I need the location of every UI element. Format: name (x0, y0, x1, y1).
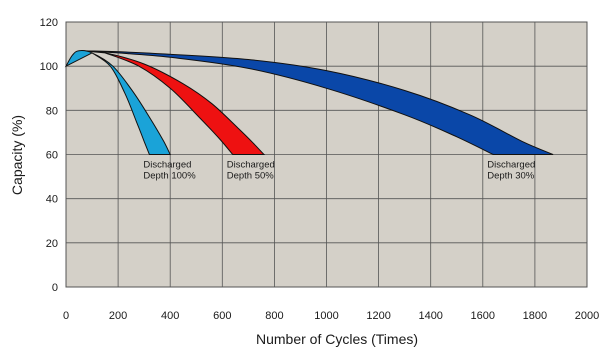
series-annotation-line: Discharged (143, 160, 191, 171)
x-tick-label: 1400 (418, 310, 442, 322)
series-annotation-line: Discharged (227, 160, 275, 171)
y-axis-label: Capacity (%) (9, 115, 25, 195)
y-tick-label: 40 (46, 194, 58, 206)
y-tick-label: 20 (46, 238, 58, 250)
series-annotation-1: Discharged Depth 50% (227, 160, 275, 182)
series-annotation-line: Depth 50% (227, 171, 275, 182)
y-tick-label: 60 (46, 150, 58, 162)
x-tick-label: 800 (265, 310, 283, 322)
series-annotation-line: Depth 100% (143, 171, 196, 182)
x-tick-label: 1000 (314, 310, 338, 322)
x-tick-label: 1600 (471, 310, 495, 322)
series-band-2 (81, 50, 554, 155)
y-tick-label: 120 (40, 17, 58, 29)
x-tick-label: 400 (161, 310, 179, 322)
series-annotation-line: Depth 30% (487, 171, 535, 182)
series-band-0 (64, 50, 172, 155)
x-tick-label: 1800 (523, 310, 547, 322)
series-annotation-0: Discharged Depth 100% (143, 160, 196, 182)
x-tick-label: 200 (109, 310, 127, 322)
y-tick-label: 80 (46, 105, 58, 117)
x-tick-label: 1200 (366, 310, 390, 322)
series-band-1 (81, 50, 266, 155)
x-tick-label: 600 (213, 310, 231, 322)
y-tick-label: 100 (40, 61, 58, 73)
x-axis-label: Number of Cycles (Times) (256, 331, 418, 347)
y-tick-label: 0 (52, 282, 58, 294)
x-tick-label: 2000 (575, 310, 599, 322)
x-tick-label: 0 (63, 310, 69, 322)
series-annotation-line: Discharged (487, 160, 535, 171)
series-annotation-2: Discharged Depth 30% (487, 160, 535, 182)
